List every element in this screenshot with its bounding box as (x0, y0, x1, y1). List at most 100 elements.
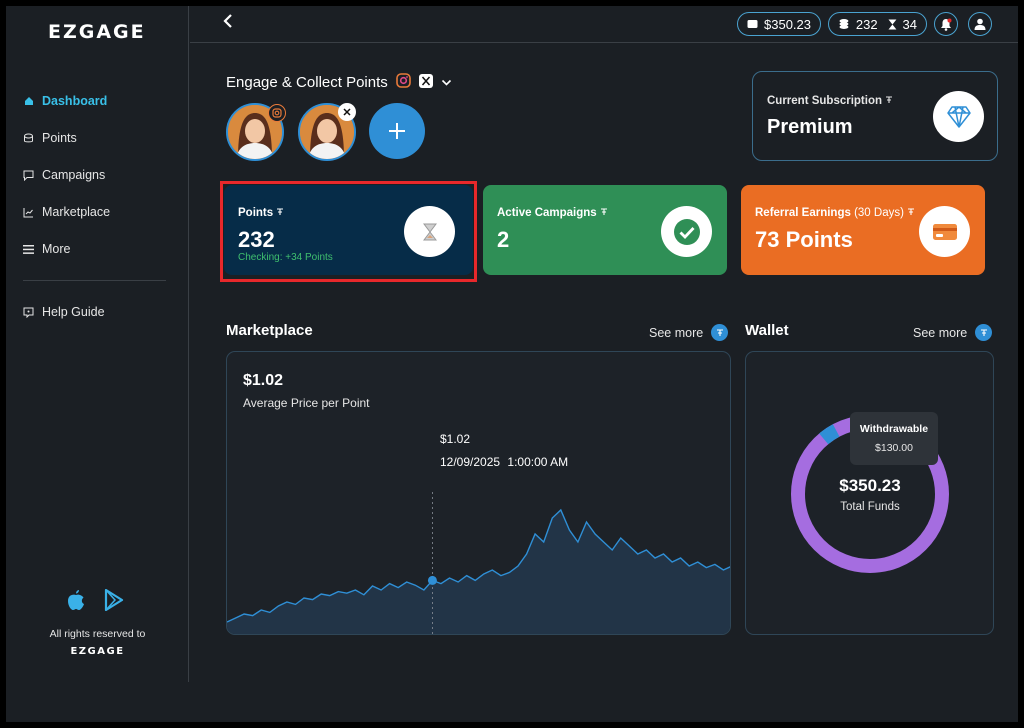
referral-card-label-text: Referral Earnings (755, 207, 851, 219)
marketplace-chart-panel: $1.02 Average Price per Point $1.02 12/0… (226, 351, 731, 635)
plus-icon (389, 123, 405, 139)
sidebar-item-dashboard[interactable]: Dashboard (23, 91, 107, 111)
marketplace-section-title: Marketplace (226, 322, 313, 339)
chart-tooltip-time: 1:00:00 AM (507, 455, 569, 469)
wallet-see-more-link[interactable]: See more (913, 324, 993, 341)
arrow-icon (975, 324, 993, 341)
credit-card-icon (919, 206, 970, 257)
sidebar-item-label: Marketplace (42, 205, 111, 219)
chart-highlight-point[interactable] (427, 575, 437, 585)
x-icon[interactable] (418, 73, 433, 92)
points-card-label-text: Points (238, 207, 274, 219)
referral-card-label: Referral Earnings (30 Days) (755, 207, 915, 219)
average-price-label: Average Price per Point (243, 396, 370, 410)
sidebar-item-marketplace[interactable]: Marketplace (23, 202, 110, 222)
sidebar-item-campaigns[interactable]: Campaigns (23, 165, 105, 185)
avatar-photo (300, 105, 354, 159)
wallet-balance-pill[interactable]: $350.23 (737, 12, 821, 36)
withdrawable-label: Withdrawable (859, 423, 929, 435)
chart-tooltip-price: $1.02 (440, 432, 471, 446)
wallet-icon (747, 20, 758, 28)
sidebar-item-label: Campaigns (42, 168, 106, 182)
withdrawable-value: $130.00 (875, 442, 913, 454)
points-card-label: Points (238, 207, 284, 219)
app-frame: EZGAGE Dashboard Points Campaigns Market… (6, 6, 1018, 722)
chevron-left-icon (223, 14, 232, 28)
chart-tooltip-datetime: 12/09/2025 1:00:00 AM (440, 455, 568, 469)
pending-points-value: 34 (902, 16, 917, 32)
home-icon (23, 96, 34, 107)
check-circle-icon (661, 206, 712, 257)
hourglass-icon (888, 19, 897, 29)
chart-icon (23, 207, 34, 218)
app-logo[interactable]: EZGAGE (48, 21, 146, 43)
wallet-section-title: Wallet (745, 322, 789, 339)
sidebar-item-more[interactable]: More (23, 239, 70, 259)
coins-icon (23, 133, 34, 144)
points-card[interactable]: Points 232 Checking: +34 Points (224, 185, 473, 275)
copyright-text: All rights reserved to (49, 628, 146, 640)
total-funds-label: Total Funds (840, 501, 900, 513)
average-price-value: $1.02 (243, 372, 284, 389)
topbar-divider (190, 42, 1018, 43)
sidebar-item-label: More (42, 242, 71, 256)
points-card-value: 232 (238, 227, 275, 252)
subscription-card[interactable]: Current Subscription Premium (752, 71, 998, 161)
active-campaigns-card[interactable]: Active Campaigns 2 (483, 185, 727, 275)
subscription-value: Premium (767, 116, 853, 138)
see-more-label: See more (913, 325, 968, 340)
notifications-button[interactable] (934, 12, 958, 36)
sidebar-item-help-guide[interactable]: Help Guide (23, 302, 105, 322)
user-icon (974, 18, 986, 30)
withdrawable-tooltip: Withdrawable $130.00 (850, 412, 938, 465)
sidebar-item-label: Dashboard (42, 94, 108, 108)
app-store-links (66, 588, 124, 616)
instagram-icon[interactable] (395, 73, 411, 92)
campaigns-card-label: Active Campaigns (497, 207, 608, 219)
profile-button[interactable] (968, 12, 992, 36)
sidebar-item-label: Points (42, 131, 77, 145)
chart-tooltip-date: 12/09/2025 (440, 455, 501, 469)
footer-logo: EZGAGE (70, 646, 125, 657)
points-card-highlight (220, 181, 477, 282)
info-pin-icon (908, 208, 915, 215)
hourglass-icon (404, 206, 455, 257)
campaigns-card-value: 2 (497, 227, 510, 252)
add-account-button[interactable] (369, 103, 425, 159)
chat-icon (23, 170, 34, 181)
campaigns-card-label-text: Active Campaigns (497, 207, 597, 219)
sidebar-item-points[interactable]: Points (23, 128, 77, 148)
info-pin-icon (886, 96, 893, 103)
referral-earnings-card[interactable]: Referral Earnings (30 Days) 73 Points (741, 185, 985, 275)
sidebar-divider (23, 280, 166, 281)
back-button[interactable] (222, 13, 234, 34)
points-checking-text: Checking: +34 Points (238, 252, 333, 263)
info-pin-icon (277, 208, 284, 215)
apple-icon[interactable] (66, 589, 86, 616)
points-value: 232 (855, 16, 878, 32)
see-more-label: See more (649, 325, 704, 340)
diamond-icon (933, 91, 984, 142)
subscription-label: Current Subscription (767, 95, 893, 107)
price-line-chart[interactable] (227, 352, 731, 635)
avatar-instagram-account[interactable] (226, 103, 284, 161)
coins-icon (839, 19, 849, 29)
wallet-balance-value: $350.23 (764, 16, 811, 32)
subscription-label-text: Current Subscription (767, 95, 883, 107)
bell-icon (941, 18, 952, 31)
chart-area-fill (227, 510, 730, 634)
referral-card-value: 73 Points (755, 227, 853, 252)
instagram-badge-icon (268, 104, 286, 122)
points-pill[interactable]: 232 34 (828, 12, 927, 36)
referral-card-period: (30 Days) (854, 207, 904, 219)
engage-section-title: Engage & Collect Points (226, 73, 452, 92)
google-play-icon[interactable] (104, 588, 124, 616)
chevron-down-icon[interactable] (441, 74, 452, 91)
withdrawable-segment[interactable] (819, 424, 840, 445)
avatar-photo (228, 105, 282, 159)
help-icon (23, 307, 34, 318)
menu-icon (23, 244, 34, 255)
marketplace-see-more-link[interactable]: See more (649, 324, 729, 341)
avatar-x-account[interactable] (298, 103, 356, 161)
total-funds-value: $350.23 (839, 476, 901, 495)
